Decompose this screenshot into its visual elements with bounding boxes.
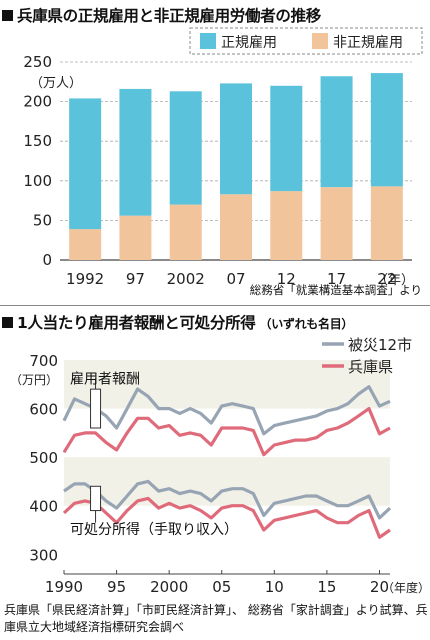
bar-nonregular: [119, 215, 152, 260]
x-tick-label: 95: [107, 578, 126, 596]
annotation-disposable: 可処分所得（手取り収入）: [70, 521, 238, 538]
y-tick-label: 250: [23, 53, 52, 71]
chart1-source: 総務省「就業構造基本調査」より: [249, 283, 422, 297]
y-tick-label: 700: [29, 352, 58, 370]
x-tick-label: 2002: [167, 270, 205, 288]
y-tick-label: 150: [23, 132, 52, 150]
x-tick-label: 10: [265, 578, 284, 596]
chart1-title-text: 兵庫県の正規雇用と非正規雇用労働者の推移: [17, 7, 322, 25]
x-tick-label: 1990: [45, 578, 83, 596]
chart1-title: 兵庫県の正規雇用と非正規雇用労働者の推移: [2, 4, 321, 26]
x-tick-label: 17: [327, 270, 346, 288]
bar-regular: [270, 85, 303, 192]
annotation-marker: [90, 485, 102, 512]
background-band: [64, 360, 390, 409]
x-axis-unit: （年度）: [382, 580, 430, 595]
annotation-compensation: 雇用者報酬: [70, 370, 140, 387]
bar-regular: [320, 76, 353, 188]
y-tick-label: 300: [29, 546, 58, 564]
y-tick-label: 0: [42, 251, 52, 269]
y-tick-label: 100: [23, 172, 52, 190]
chart2-svg: 300 400 500 600 700 （万円） 1990 95 2000 05 10 15 20（年度…: [10, 336, 430, 596]
bar-regular: [220, 83, 252, 195]
background-band: [64, 457, 390, 506]
bar-regular: [69, 98, 102, 230]
legend-swatch: [200, 33, 216, 49]
legend-label: 非正規雇用: [333, 34, 403, 51]
section-divider: [0, 305, 430, 306]
x-tick-label: 15: [317, 578, 336, 596]
bar-regular: [370, 73, 403, 187]
chart2-title: 1人当たり雇用者報酬と可処分所得 （いずれも名目）: [2, 311, 353, 333]
legend-label: 兵庫県: [348, 358, 393, 376]
y-tick-label: 200: [23, 93, 52, 111]
title-square-icon: [2, 10, 13, 21]
y-tick-label: 50: [33, 211, 52, 229]
legend-box: [189, 27, 423, 55]
title-square-icon: [2, 317, 13, 328]
bar-nonregular: [220, 194, 252, 260]
legend-label: 正規雇用: [221, 34, 277, 51]
bar-nonregular: [370, 186, 403, 260]
y-tick-label: 500: [29, 449, 58, 467]
chart2-title-text: 1人当たり雇用者報酬と可処分所得: [17, 314, 256, 332]
y-tick-label: 600: [29, 401, 58, 419]
x-tick-label: 20: [370, 578, 389, 596]
x-tick-label: 97: [126, 270, 145, 288]
x-tick-label: 22: [377, 270, 396, 288]
x-tick-label: 05: [212, 578, 231, 596]
bar-nonregular: [69, 229, 102, 260]
annotation-marker: [90, 388, 102, 429]
chart2-subtitle: （いずれも名目）: [259, 317, 354, 331]
x-tick-label: 2000: [150, 578, 188, 596]
legend-swatch: [312, 33, 328, 49]
bar-regular: [119, 88, 152, 216]
chart1-svg: 0 50 100 150 200 250 （万人） 1992 97 2002 07 12 17 22（年）…: [23, 27, 423, 288]
x-tick-label: 07: [226, 270, 245, 288]
hyogo-line-disposable: [62, 496, 391, 539]
bar-nonregular: [320, 187, 353, 260]
chart2-source: 兵庫県「県民経済計算」「市町民経済計算」、 総務省「家計調査」より試算、兵庫県立…: [4, 603, 428, 634]
x-tick-label: 1992: [66, 270, 104, 288]
legend-label: 被災12市: [348, 336, 412, 354]
hisai12-line-compensation: [62, 385, 391, 436]
bar-nonregular: [270, 191, 303, 260]
y-axis-unit: （万人）: [30, 76, 82, 91]
y-axis-unit: （万円）: [10, 373, 58, 387]
x-axis-unit: （年）: [375, 273, 414, 288]
bar-regular: [169, 91, 202, 205]
hyogo-line-compensation: [62, 406, 391, 457]
x-tick-label: 12: [277, 270, 296, 288]
hisai12-line-disposable: [63, 479, 392, 520]
y-tick-label: 400: [29, 498, 58, 516]
bar-nonregular: [169, 204, 202, 260]
